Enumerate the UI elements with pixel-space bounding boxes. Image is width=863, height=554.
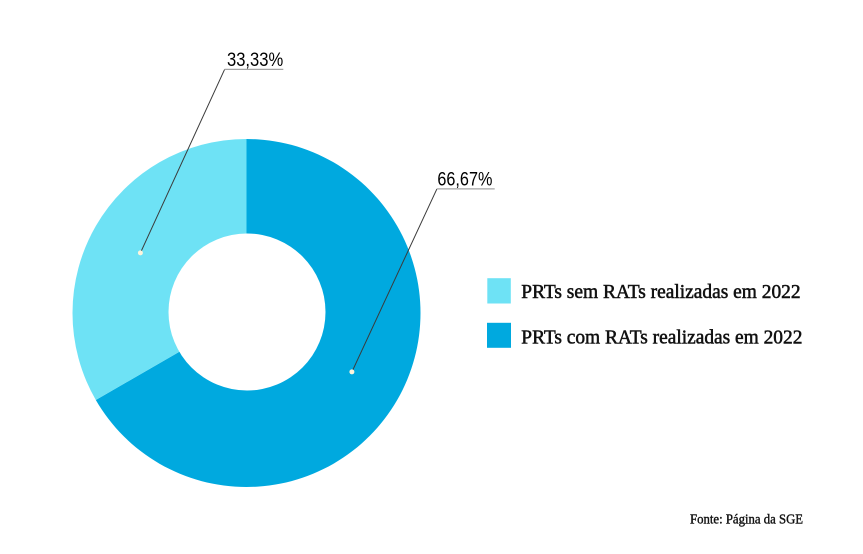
svg-text:PRTs sem RATs realizadas em 20: PRTs sem RATs realizadas em 2022 [521,281,800,303]
svg-text:Fonte: Página da SGE: Fonte: Página da SGE [690,512,803,527]
svg-text:66,67%: 66,67% [437,170,492,191]
svg-text:33,33%: 33,33% [227,50,283,71]
svg-text:PRTs com RATs realizadas em 20: PRTs com RATs realizadas em 2022 [521,327,802,349]
